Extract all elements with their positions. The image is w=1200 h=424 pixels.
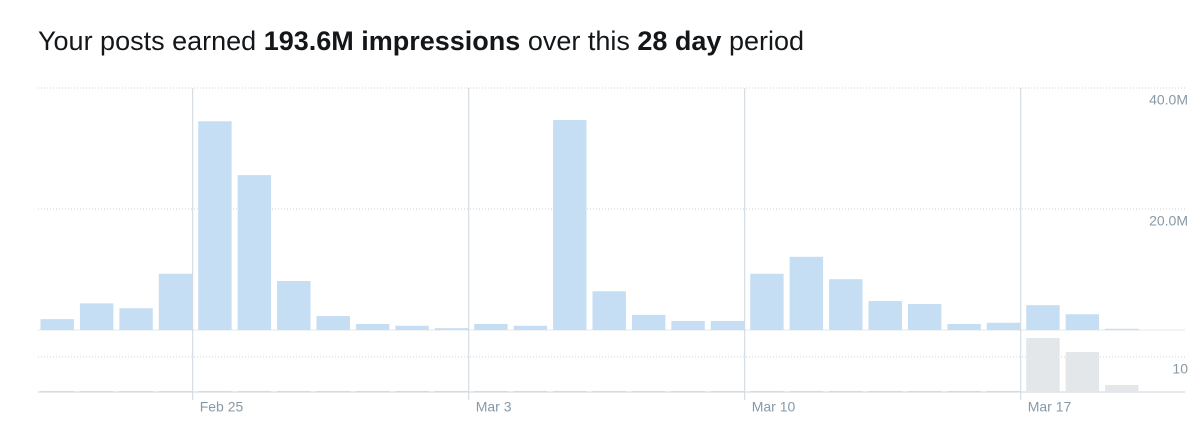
bar — [868, 390, 902, 392]
bar — [355, 390, 390, 392]
bar — [119, 308, 153, 330]
bar — [829, 390, 863, 392]
bar — [158, 390, 193, 392]
bar — [40, 390, 74, 392]
bar — [474, 323, 508, 330]
bar — [434, 390, 469, 392]
bar — [868, 300, 902, 330]
headline-impressions: 193.6M impressions — [264, 26, 521, 56]
bar — [237, 175, 272, 330]
bar — [395, 325, 429, 330]
bar — [789, 256, 824, 330]
bar — [277, 390, 311, 392]
bar — [671, 320, 705, 330]
headline-text: period — [729, 26, 804, 56]
bar — [750, 390, 784, 392]
bar — [907, 390, 942, 392]
x-tick-label: Mar 10 — [752, 399, 796, 415]
bar — [829, 279, 863, 330]
bar — [1026, 305, 1060, 330]
bar — [1026, 338, 1060, 392]
bar — [434, 328, 469, 330]
bar — [947, 323, 981, 330]
bar — [513, 390, 548, 392]
bar — [40, 319, 74, 330]
bar — [395, 390, 429, 392]
bar — [119, 390, 153, 392]
bar — [237, 390, 272, 392]
bar — [671, 390, 705, 392]
bar — [631, 390, 666, 392]
y-tick-label: 10 — [1172, 361, 1188, 377]
bar — [474, 390, 508, 392]
bar — [592, 390, 626, 392]
bar — [947, 390, 981, 392]
bar — [79, 390, 114, 392]
bar — [316, 390, 350, 392]
headline-text: Your posts earned — [38, 26, 256, 56]
bar — [198, 390, 232, 392]
bar — [710, 390, 745, 392]
bar — [1065, 314, 1100, 330]
x-tick-label: Mar 3 — [476, 399, 512, 415]
bar — [1105, 328, 1139, 330]
bar — [158, 273, 193, 330]
bar — [1065, 352, 1100, 392]
headline: Your posts earned 193.6M impressions ove… — [38, 26, 804, 56]
x-tick-label: Feb 25 — [200, 399, 244, 415]
y-tick-label: 40.0M — [1149, 92, 1188, 108]
bar — [553, 390, 587, 392]
bar — [631, 314, 666, 330]
bar — [553, 120, 587, 330]
x-tick-label: Mar 17 — [1028, 399, 1072, 415]
headline-period: 28 day — [637, 26, 721, 56]
bar — [710, 320, 745, 330]
y-tick-label: 20.0M — [1149, 213, 1188, 229]
bar — [355, 323, 390, 330]
bar — [277, 280, 311, 330]
bar — [316, 316, 350, 330]
bar — [1105, 384, 1139, 392]
bar — [198, 121, 232, 331]
bar — [513, 325, 548, 330]
bar — [986, 390, 1021, 392]
bar — [789, 390, 824, 392]
bar — [907, 303, 942, 330]
bar — [592, 291, 626, 330]
headline-text: over this — [528, 26, 630, 56]
bar — [986, 322, 1021, 330]
bar — [750, 273, 784, 330]
bar — [79, 303, 114, 330]
